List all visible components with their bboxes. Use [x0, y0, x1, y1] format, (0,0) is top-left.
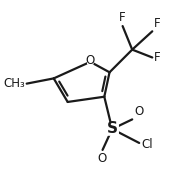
Text: F: F	[154, 17, 161, 30]
FancyBboxPatch shape	[88, 58, 93, 64]
Text: CH₃: CH₃	[3, 77, 25, 90]
Text: O: O	[97, 152, 106, 165]
Text: S: S	[107, 121, 118, 137]
Text: F: F	[154, 51, 161, 64]
Text: F: F	[118, 11, 125, 24]
Text: Cl: Cl	[141, 138, 153, 151]
Text: O: O	[86, 54, 95, 67]
FancyBboxPatch shape	[106, 123, 118, 135]
Text: O: O	[134, 105, 143, 118]
